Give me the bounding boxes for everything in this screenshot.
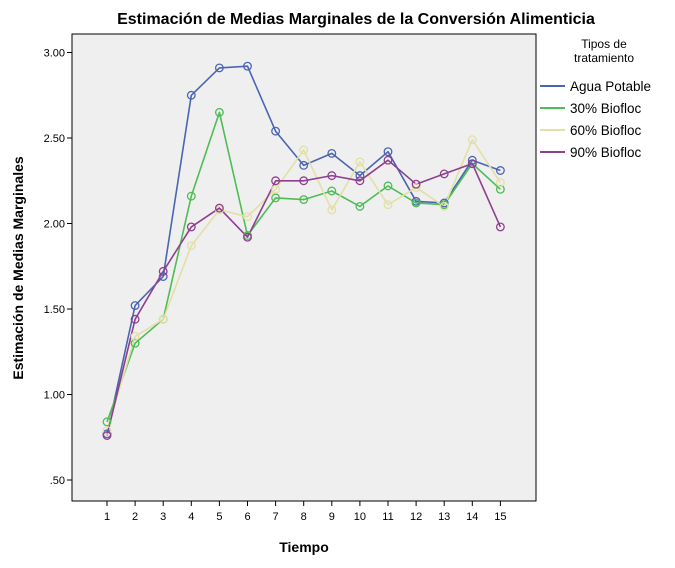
data-point	[355, 201, 365, 211]
legend-title-line-1: Tipos de	[581, 37, 627, 51]
legend-label: 30% Biofloc	[570, 101, 642, 116]
data-point	[158, 314, 168, 324]
data-point	[299, 176, 309, 186]
x-tick-label: 2	[132, 511, 138, 523]
x-tick-label: 15	[494, 511, 506, 523]
x-axis: 1 2 3 4 5 6 7 8 9 10 11 12 13 14 15	[104, 501, 507, 523]
y-axis-title: Estimación de Medias Marginales	[10, 156, 26, 380]
data-point	[439, 169, 449, 179]
data-point	[327, 186, 337, 196]
y-tick-label: 2.00	[44, 219, 65, 231]
data-point	[327, 171, 337, 181]
data-point	[214, 63, 224, 73]
data-point	[411, 179, 421, 189]
data-point	[243, 212, 252, 222]
data-point	[299, 195, 309, 205]
data-point	[186, 90, 196, 100]
data-point	[327, 148, 337, 158]
x-tick-label: 5	[216, 511, 222, 523]
x-tick-label: 7	[273, 511, 279, 523]
series-line-agua-potable	[106, 65, 501, 434]
data-point	[383, 181, 393, 191]
data-point	[383, 155, 393, 165]
data-point	[102, 425, 112, 435]
data-point	[158, 272, 168, 281]
series-line-60-biofloc	[106, 138, 502, 431]
data-point	[495, 184, 505, 194]
data-point	[243, 61, 252, 71]
y-tick-label: 3.00	[44, 48, 65, 60]
data-point	[467, 159, 477, 169]
legend-items: Agua Potable 30% Biofloc 60% Biofloc 90% Bi…	[540, 79, 651, 160]
plot-area	[71, 33, 537, 502]
data-point	[467, 135, 477, 145]
y-tick-label: 2.50	[44, 133, 65, 145]
data-point	[158, 266, 168, 276]
y-axis: .50 1.00 1.50 2.00 2.50 3.00	[44, 48, 72, 487]
data-point	[411, 183, 421, 193]
legend-title-line-2: tratamiento	[574, 51, 634, 65]
data-point	[383, 147, 393, 157]
data-point	[243, 232, 252, 242]
data-point	[130, 301, 140, 311]
data-point	[299, 160, 309, 170]
data-point	[355, 157, 365, 167]
legend-label: 60% Biofloc	[570, 123, 642, 138]
data-point	[186, 191, 196, 201]
data-point	[299, 145, 309, 155]
data-point	[130, 338, 140, 348]
data-point	[271, 193, 281, 203]
data-point	[130, 331, 140, 341]
x-tick-label: 11	[382, 511, 393, 523]
x-tick-label: 3	[160, 511, 166, 523]
x-tick-label: 4	[188, 511, 194, 523]
x-tick-label: 14	[466, 511, 478, 523]
series-line-90-biofloc	[106, 159, 502, 436]
data-point	[495, 166, 505, 175]
x-tick-label: 10	[354, 511, 366, 523]
x-axis-title: Tiempo	[279, 539, 329, 555]
series-points	[102, 61, 505, 440]
data-point	[186, 222, 196, 232]
legend: Tipos de tratamiento Agua Potable 30% Bio…	[540, 37, 651, 160]
data-point	[271, 176, 281, 186]
data-point	[383, 200, 393, 210]
series-line-30-biofloc	[106, 111, 501, 423]
x-tick-label: 13	[438, 511, 450, 523]
data-point	[327, 205, 337, 215]
x-tick-label: 6	[244, 511, 250, 523]
data-point	[186, 241, 196, 251]
data-point	[214, 203, 224, 213]
data-point	[130, 314, 140, 324]
data-point	[355, 171, 365, 181]
series-lines	[106, 65, 502, 436]
x-tick-label: 1	[104, 511, 110, 523]
data-point	[355, 176, 365, 186]
data-point	[102, 417, 112, 427]
y-tick-label: 1.00	[44, 390, 65, 402]
legend-label: Agua Potable	[570, 79, 651, 94]
chart-title: Estimación de Medias Marginales de la Co…	[117, 11, 595, 28]
data-point	[411, 198, 421, 208]
x-tick-label: 12	[410, 511, 422, 523]
data-point	[102, 431, 112, 440]
data-point	[271, 184, 281, 194]
data-point	[467, 155, 477, 165]
data-point	[439, 201, 449, 211]
legend-label: 90% Biofloc	[570, 145, 642, 160]
x-tick-label: 9	[329, 511, 335, 523]
data-point	[214, 107, 224, 117]
data-point	[495, 222, 505, 232]
y-tick-label: .50	[50, 475, 65, 487]
x-tick-label: 8	[301, 511, 307, 523]
data-point	[271, 126, 281, 136]
data-point	[495, 178, 505, 187]
y-tick-label: 1.50	[44, 304, 65, 316]
